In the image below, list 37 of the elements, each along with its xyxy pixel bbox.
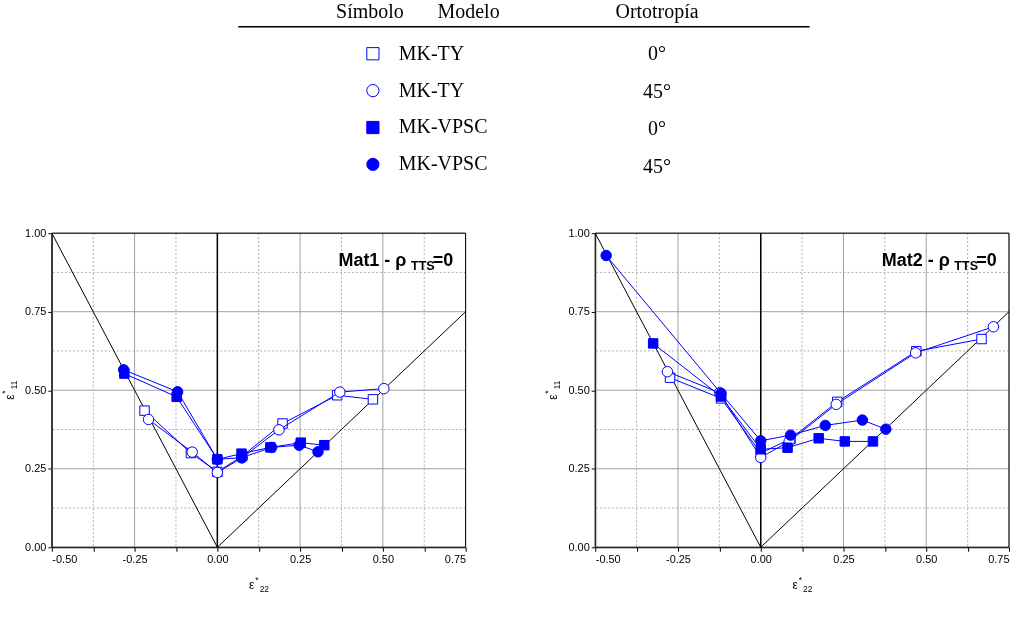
text: Ortotropía [615,0,699,23]
x-tick-label: -0.50 [595,552,621,565]
y-axis-title: ε*11 [0,380,19,400]
x-tick-label: 0.00 [207,552,229,565]
y-tick-label: 0.75 [568,305,590,318]
legend-label: MK-VPSC [398,115,488,138]
text: 0° [648,41,667,64]
y-tick-label: 0.75 [25,305,47,318]
legend-label: MK-VPSC [398,152,488,175]
x-axis-title: ε*22 [792,574,813,594]
x-tick-label: -0.25 [666,552,691,565]
legend-label: MK-TY [398,41,465,64]
text: 0° [648,117,667,140]
y-tick-label: 0.00 [568,540,590,553]
text: Modelo [437,0,500,22]
y-tick-label: 0.50 [25,383,47,396]
x-tick-label: -0.25 [122,552,148,565]
text: Símbolo [336,0,404,22]
x-tick-label: 0.25 [833,552,855,565]
x-tick-label: 0.75 [444,552,467,565]
x-tick-label: 0.00 [750,552,772,565]
y-tick-label: 0.00 [25,540,47,553]
y-axis-title: ε*11 [542,380,562,400]
x-axis-title: ε*22 [249,574,270,594]
text: 45° [643,155,672,178]
y-tick-label: 0.25 [25,462,47,475]
legend-label: MK-TY [398,78,465,101]
x-tick-label: 0.75 [988,552,1010,565]
y-tick-label: 1.00 [25,226,47,239]
x-tick-label: 0.25 [289,552,312,565]
text: 45° [643,79,672,102]
y-tick-label: 0.50 [568,383,590,396]
y-tick-label: 1.00 [568,226,590,239]
x-tick-label: -0.50 [52,552,78,565]
x-tick-label: 0.50 [372,552,395,565]
y-tick-label: 0.25 [568,462,590,475]
x-tick-label: 0.50 [916,552,938,565]
